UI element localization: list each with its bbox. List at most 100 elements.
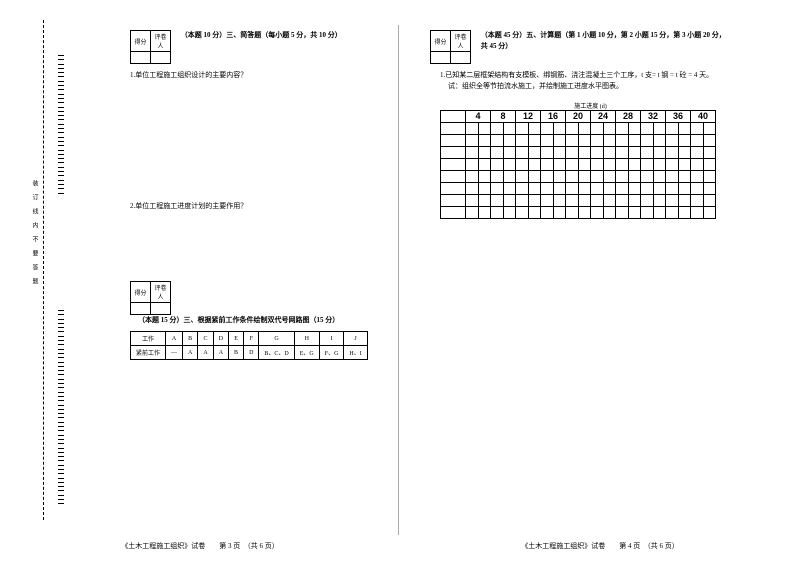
score-cell <box>131 303 151 315</box>
chart-cell <box>591 122 604 134</box>
chart-cell <box>553 170 566 182</box>
r-q1-l2: 试：组织全等节拍流水施工，并绘制施工进度水平图表。 <box>448 81 770 92</box>
work-pred-cell: A <box>183 346 198 360</box>
chart-cell <box>603 146 616 158</box>
chart-cell <box>541 158 554 170</box>
chart-cell <box>678 170 691 182</box>
chart-cell <box>466 194 479 206</box>
chart-cell <box>691 146 704 158</box>
chart-cell <box>653 134 666 146</box>
chart-cell <box>478 170 491 182</box>
chart-cell <box>516 194 529 206</box>
tick-block-1: document.write(Array(33).fill('<div clas… <box>58 55 64 197</box>
score-box-1: 得分评卷人 <box>130 30 171 64</box>
chart-header-cell: 28 <box>616 110 641 122</box>
chart-header-cell: 16 <box>541 110 566 122</box>
chart-cell <box>628 206 641 218</box>
chart-cell <box>616 182 629 194</box>
chart-cell <box>516 158 529 170</box>
chart-cell <box>616 158 629 170</box>
chart-row-label <box>441 194 466 206</box>
chart-cell <box>541 194 554 206</box>
chart-cell <box>591 134 604 146</box>
chart-cell <box>553 122 566 134</box>
chart-cell <box>666 122 679 134</box>
section-5: 得分评卷人 （本题 45 分）五、计算题（第 1 小题 10 分，第 2 小题 … <box>430 30 770 64</box>
chart-header-cell: 24 <box>591 110 616 122</box>
chart-cell <box>603 182 616 194</box>
score-box-2: 得分评卷人 <box>130 281 171 315</box>
chart-cell <box>566 170 579 182</box>
chart-cell <box>553 134 566 146</box>
chart-cell <box>503 158 516 170</box>
grader-header: 评卷人 <box>451 31 471 52</box>
chart-cell <box>666 182 679 194</box>
work-precedence-table: 工作ABCDEFGHIJ 紧前工作—AAABDB、C、DE、GF、GH、I <box>130 331 368 360</box>
chart-cell <box>541 182 554 194</box>
right-page: 得分评卷人 （本题 45 分）五、计算题（第 1 小题 10 分，第 2 小题 … <box>400 0 800 566</box>
chart-cell <box>691 182 704 194</box>
chart-header-cell: 20 <box>566 110 591 122</box>
chart-cell <box>516 146 529 158</box>
chart-cell <box>466 158 479 170</box>
work-pred-cell: — <box>166 346 183 360</box>
chart-cell <box>553 158 566 170</box>
chart-cell <box>591 170 604 182</box>
section2-heading: （本题 15 分）三、根据紧前工作条件绘制双代号网路图（15 分） <box>138 315 339 326</box>
chart-cell <box>678 182 691 194</box>
chart-cell <box>691 170 704 182</box>
chart-cell <box>603 170 616 182</box>
work-header-cell: D <box>213 332 228 346</box>
chart-cell <box>491 170 504 182</box>
chart-cell <box>628 122 641 134</box>
chart-cell <box>666 194 679 206</box>
chart-cell <box>491 182 504 194</box>
section1-heading: （本题 10 分）三、简答题（每小题 5 分，共 10 分） <box>181 30 342 41</box>
left-footer: 《土木工程施工组织》试卷 第 3 页 （共 6 页） <box>0 541 400 551</box>
work-header-cell: A <box>166 332 183 346</box>
chart-header-cell: 40 <box>691 110 716 122</box>
chart-cell <box>491 194 504 206</box>
chart-cell <box>641 134 654 146</box>
chart-cell <box>466 170 479 182</box>
chart-cell <box>466 134 479 146</box>
chart-cell <box>641 122 654 134</box>
chart-cell <box>478 122 491 134</box>
score-header: 得分 <box>431 31 451 52</box>
chart-header-cell: 32 <box>641 110 666 122</box>
section5-heading: （本题 45 分）五、计算题（第 1 小题 10 分，第 2 小题 15 分，第… <box>481 30 726 52</box>
chart-cell <box>578 194 591 206</box>
chart-cell <box>503 206 516 218</box>
chart-cell <box>516 134 529 146</box>
chart-cell <box>566 146 579 158</box>
chart-cell <box>591 206 604 218</box>
chart-cell <box>666 158 679 170</box>
chart-cell <box>678 134 691 146</box>
section-2: 得分评卷人 （本题 15 分）三、根据紧前工作条件绘制双代号网路图（15 分） <box>130 281 380 326</box>
work-header-cell: C <box>198 332 213 346</box>
chart-cell <box>578 134 591 146</box>
chart-cell <box>616 146 629 158</box>
chart-cell <box>528 170 541 182</box>
chart-cell <box>578 206 591 218</box>
chart-cell <box>528 182 541 194</box>
chart-cell <box>541 146 554 158</box>
score-cell <box>131 52 151 64</box>
chart-cell <box>641 206 654 218</box>
q1-1: 1.单位工程施工组织设计的主要内容？ <box>130 70 380 81</box>
work-header-cell: G <box>259 332 294 346</box>
work-header-cell: E <box>229 332 244 346</box>
binding-strip: 学院名称： 专业班级： 姓名： 学号： 装订线内不要答题 <box>5 20 50 520</box>
chart-cell <box>703 206 716 218</box>
chart-cell <box>503 134 516 146</box>
chart-cell <box>603 158 616 170</box>
chart-cell <box>528 122 541 134</box>
work-pred-cell: F、G <box>319 346 344 360</box>
chart-cell <box>603 206 616 218</box>
r-q1-l1: 1.已知某二层框架结构有支模板、绑钢筋、浇注混凝土三个工序，t 支= t 钢 =… <box>440 70 770 81</box>
chart-cell <box>466 146 479 158</box>
work-pred-cell: B <box>229 346 244 360</box>
work-header-cell: H <box>294 332 319 346</box>
chart-cell <box>616 170 629 182</box>
chart-cell <box>616 134 629 146</box>
